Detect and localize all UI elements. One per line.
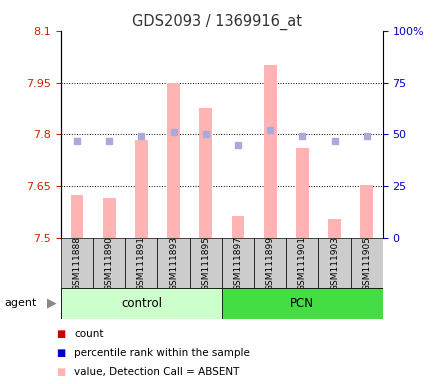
Text: GSM111893: GSM111893 [169,235,178,291]
Bar [327,219,340,238]
Bar [295,148,308,238]
Bar [253,238,286,288]
Bar [102,198,115,238]
Bar [286,238,318,288]
Text: ■: ■ [56,329,66,339]
Text: count: count [74,329,103,339]
Bar [70,195,83,238]
Bar [221,288,382,319]
Bar [231,215,244,238]
Text: GSM111901: GSM111901 [297,235,306,291]
Text: GSM111895: GSM111895 [201,235,210,291]
Bar [221,238,253,288]
Bar [61,238,93,288]
Bar [263,65,276,238]
Text: GSM111891: GSM111891 [137,235,145,291]
Text: GSM111899: GSM111899 [265,235,274,291]
Bar [167,83,180,238]
Bar [359,184,372,238]
Text: GSM111897: GSM111897 [233,235,242,291]
Text: GSM111903: GSM111903 [329,235,338,291]
Text: GSM111888: GSM111888 [72,235,81,291]
Bar [135,139,148,238]
Text: GSM111890: GSM111890 [105,235,113,291]
Text: PCN: PCN [289,297,314,310]
Bar [199,108,212,238]
Bar [189,238,221,288]
Text: GSM111905: GSM111905 [362,235,370,291]
Bar [93,238,125,288]
Text: ■: ■ [56,367,66,377]
Bar [125,238,157,288]
Text: ■: ■ [56,348,66,358]
Text: GDS2093 / 1369916_at: GDS2093 / 1369916_at [132,13,302,30]
Text: percentile rank within the sample: percentile rank within the sample [74,348,249,358]
Bar [350,238,382,288]
Text: value, Detection Call = ABSENT: value, Detection Call = ABSENT [74,367,239,377]
Bar [157,238,189,288]
Text: agent: agent [4,298,36,308]
Bar [318,238,350,288]
Text: ▶: ▶ [47,297,56,310]
Bar [61,288,221,319]
Text: control: control [121,297,161,310]
